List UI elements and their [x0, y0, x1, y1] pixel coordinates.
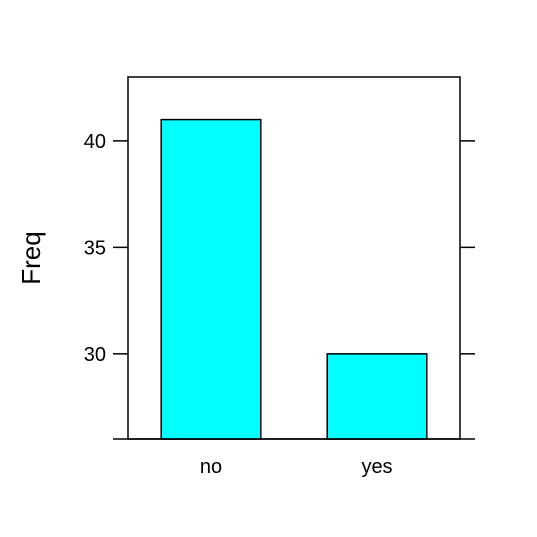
y-tick-label-40: 40 [84, 131, 106, 153]
x-tick-label-no: no [200, 456, 222, 478]
y-axis: 30 35 40 [84, 131, 475, 366]
y-tick-label-30: 30 [84, 344, 106, 366]
x-axis: no yes [113, 438, 475, 478]
bar-yes [326, 353, 428, 440]
x-tick-label-yes: yes [361, 456, 392, 478]
y-axis-title: Freq [16, 231, 46, 284]
y-tick-label-35: 35 [84, 237, 106, 259]
bar-no [160, 118, 262, 440]
bars-group [160, 118, 428, 440]
